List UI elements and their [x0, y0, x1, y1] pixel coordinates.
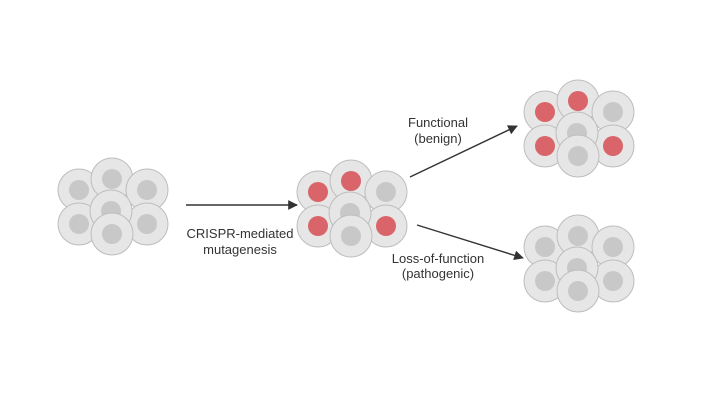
nucleus	[137, 214, 157, 234]
label-loss-of-function-line2: (pathogenic)	[402, 266, 474, 281]
nucleus	[568, 281, 588, 301]
label-functional-line1: Functional	[408, 115, 468, 130]
nucleus-mutant	[535, 102, 555, 122]
nucleus-mutant	[603, 136, 623, 156]
cluster-initial	[57, 157, 169, 256]
nucleus	[69, 214, 89, 234]
label-functional-line2: (benign)	[414, 131, 462, 146]
cluster-mutagenized	[296, 159, 408, 258]
nucleus-mutant	[568, 91, 588, 111]
nucleus	[102, 224, 122, 244]
nucleus	[102, 169, 122, 189]
label-mutagenesis-line2: mutagenesis	[203, 242, 277, 257]
nucleus	[69, 180, 89, 200]
nucleus	[603, 271, 623, 291]
nucleus-mutant	[308, 182, 328, 202]
nucleus	[341, 226, 361, 246]
arrow-to-loss-of-function	[416, 224, 524, 261]
nucleus-mutant	[376, 216, 396, 236]
nucleus	[376, 182, 396, 202]
nucleus	[535, 271, 555, 291]
cluster-loss-of-function	[523, 214, 635, 313]
nucleus	[603, 237, 623, 257]
nucleus	[137, 180, 157, 200]
nucleus-mutant	[308, 216, 328, 236]
arrow-to-functional	[409, 125, 518, 178]
label-loss-of-function-line1: Loss-of-function	[392, 251, 485, 266]
nucleus-mutant	[535, 136, 555, 156]
nucleus	[568, 226, 588, 246]
cluster-functional	[523, 79, 635, 178]
nucleus	[603, 102, 623, 122]
nucleus	[535, 237, 555, 257]
label-mutagenesis-line1: CRISPR-mediated	[187, 226, 294, 241]
nucleus	[568, 146, 588, 166]
nucleus-mutant	[341, 171, 361, 191]
